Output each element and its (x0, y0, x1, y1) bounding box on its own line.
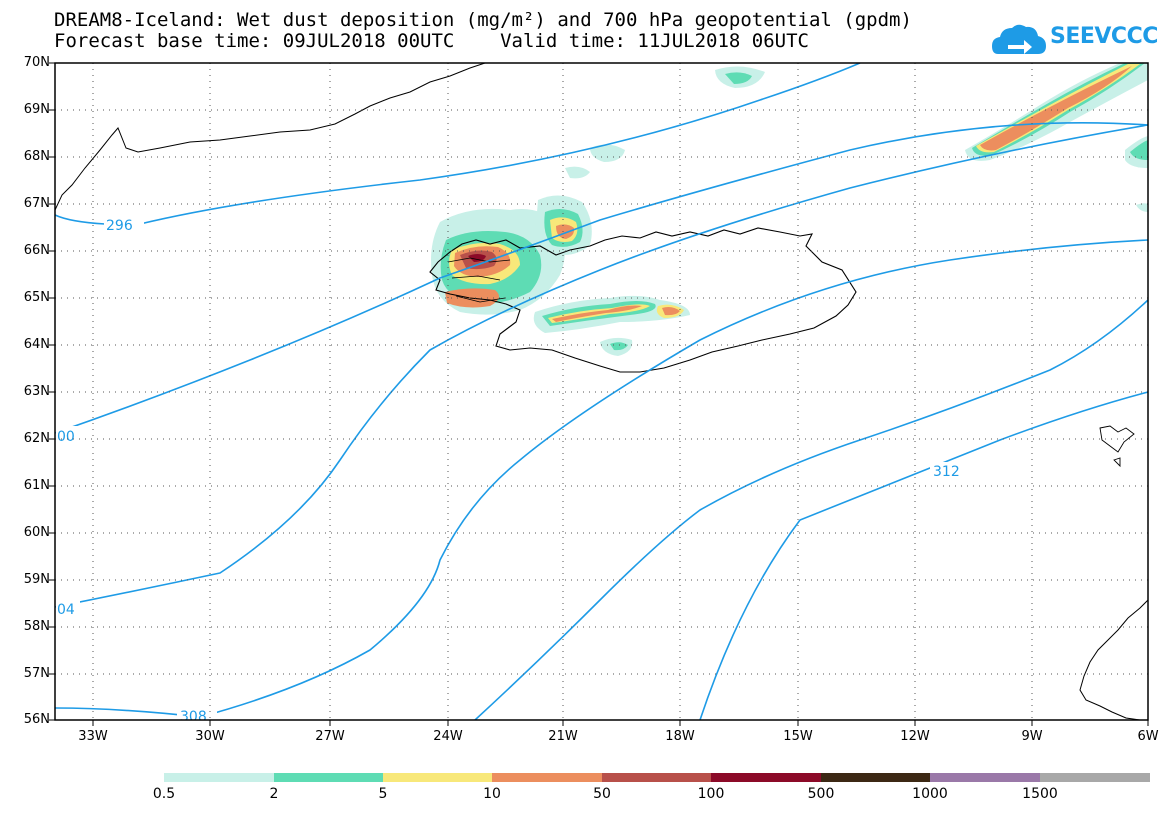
colorbar-label: 500 (807, 786, 835, 802)
colorbar-label: 1000 (912, 786, 948, 802)
lat-label-63n: 63N (23, 384, 50, 399)
colorbar-label: 5 (378, 786, 388, 802)
iceland-coastline (429, 227, 857, 373)
cloud-arrow-icon (992, 24, 1046, 54)
lat-label-70n: 70N (23, 55, 50, 70)
lat-label-68n: 68N (23, 149, 50, 164)
colorbar-label: 10 (483, 786, 501, 802)
colorbar-label: 1500 (1022, 786, 1058, 802)
map-subtitle: Forecast base time: 09JUL2018 00UTC Vali… (54, 30, 809, 52)
colorbar-bin-6 (711, 773, 821, 782)
faroe-islands (1099, 425, 1135, 468)
gridlines (55, 63, 1148, 720)
lon-label-18w: 18W (665, 729, 695, 744)
lat-label-65n: 65N (23, 290, 50, 305)
axis-ticks (49, 62, 1149, 726)
svg-text:308: 308 (180, 709, 207, 725)
lon-label-9w: 9W (1021, 729, 1043, 744)
lon-label-30w: 30W (195, 729, 225, 744)
colorbar-label: 2 (269, 786, 279, 802)
lat-label-67n: 67N (23, 196, 50, 211)
svg-text:312: 312 (933, 464, 960, 480)
lat-label-57n: 57N (23, 666, 50, 681)
lon-label-6w: 6W (1137, 729, 1159, 744)
lon-label-27w: 27W (315, 729, 345, 744)
colorbar-bin-3 (383, 773, 492, 782)
lat-label-59n: 59N (23, 572, 50, 587)
colorbar-label: 100 (697, 786, 725, 802)
colorbar-bin-9 (1040, 773, 1150, 782)
lat-label-56n: 56N (23, 712, 50, 727)
lat-label-64n: 64N (23, 337, 50, 352)
logo-text: SEEVCCC (1050, 24, 1158, 49)
lat-label-66n: 66N (23, 243, 50, 258)
colorbar-label: 50 (593, 786, 611, 802)
lon-label-21w: 21W (548, 729, 578, 744)
colorbar-bin-5 (602, 773, 711, 782)
colorbar-bin-8 (930, 773, 1040, 782)
svg-text:04: 04 (57, 602, 75, 618)
lat-label-61n: 61N (23, 478, 50, 493)
lon-label-15w: 15W (783, 729, 813, 744)
colorbar-bin-7 (821, 773, 930, 782)
greenland-coastline (55, 63, 486, 211)
colorbar-label: 0.5 (152, 786, 176, 802)
norway-coastline (1079, 599, 1148, 720)
map-title: DREAM8-Iceland: Wet dust deposition (mg/… (54, 9, 912, 31)
colorbar-bin-1 (164, 773, 274, 782)
colorbar-bin-2 (274, 773, 383, 782)
lon-label-12w: 12W (900, 729, 930, 744)
dust-deposition-shading (431, 63, 1148, 356)
lat-label-58n: 58N (23, 619, 50, 634)
svg-text:296: 296 (106, 218, 133, 234)
lat-label-60n: 60N (23, 525, 50, 540)
svg-text:00: 00 (57, 429, 75, 445)
colorbar-bin-4 (492, 773, 602, 782)
lon-label-24w: 24W (433, 729, 463, 744)
lat-label-69n: 69N (23, 102, 50, 117)
lon-label-33w: 33W (78, 729, 108, 744)
lat-label-62n: 62N (23, 431, 50, 446)
geopotential-contours (55, 63, 1148, 720)
